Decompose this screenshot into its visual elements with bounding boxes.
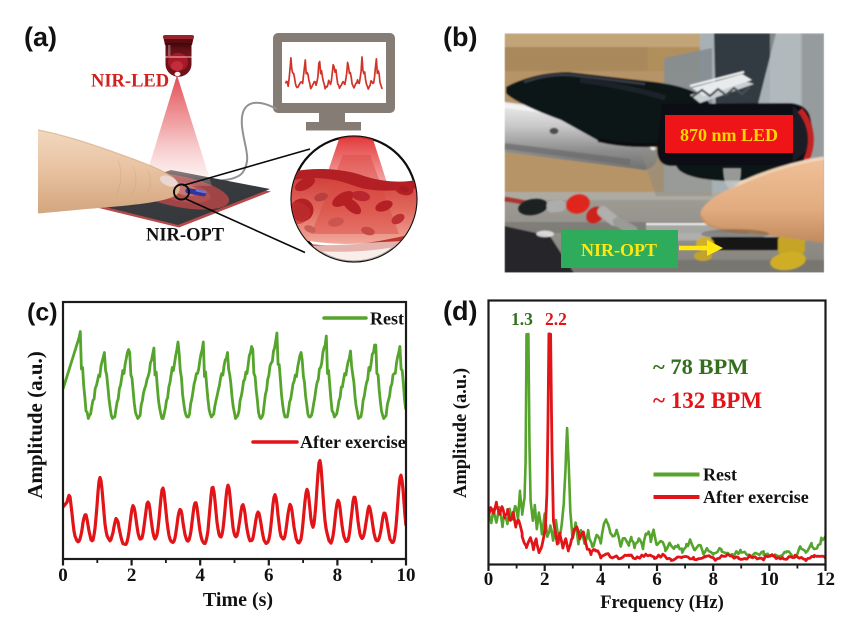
svg-text:After exercise: After exercise [703, 487, 809, 507]
svg-text:6: 6 [264, 565, 274, 586]
svg-text:(a): (a) [24, 22, 57, 52]
svg-text:NIR-LED: NIR-LED [91, 72, 169, 92]
svg-text:0: 0 [484, 569, 494, 590]
svg-text:After exercise: After exercise [300, 432, 406, 452]
svg-text:(d): (d) [443, 296, 477, 326]
svg-text:10: 10 [760, 569, 779, 590]
svg-text:2.2: 2.2 [545, 309, 567, 329]
svg-text:2: 2 [127, 565, 137, 586]
svg-text:NIR-OPT: NIR-OPT [146, 226, 225, 246]
svg-text:4: 4 [195, 565, 205, 586]
svg-text:~ 132 BPM: ~ 132 BPM [653, 388, 762, 413]
svg-text:4: 4 [596, 569, 606, 590]
svg-text:Rest: Rest [703, 465, 737, 485]
svg-text:6: 6 [652, 569, 662, 590]
svg-text:12: 12 [816, 569, 835, 590]
svg-text:870 nm LED: 870 nm LED [680, 125, 778, 145]
svg-text:2: 2 [540, 569, 550, 590]
svg-text:(b): (b) [443, 22, 477, 52]
svg-text:Time (s): Time (s) [203, 589, 273, 611]
svg-text:~ 78 BPM: ~ 78 BPM [653, 354, 748, 379]
svg-text:NIR-OPT: NIR-OPT [581, 240, 657, 260]
svg-text:Rest: Rest [370, 309, 404, 329]
svg-text:Amplitude (a.u.): Amplitude (a.u.) [23, 351, 47, 499]
svg-text:(c): (c) [27, 299, 58, 327]
svg-text:10: 10 [397, 565, 416, 586]
svg-text:0: 0 [58, 565, 68, 586]
svg-text:Frequency (Hz): Frequency (Hz) [600, 593, 723, 613]
svg-text:Amplitude (a.u.): Amplitude (a.u.) [451, 368, 471, 498]
svg-text:8: 8 [333, 565, 343, 586]
svg-text:8: 8 [708, 569, 718, 590]
svg-text:1.3: 1.3 [511, 309, 533, 329]
